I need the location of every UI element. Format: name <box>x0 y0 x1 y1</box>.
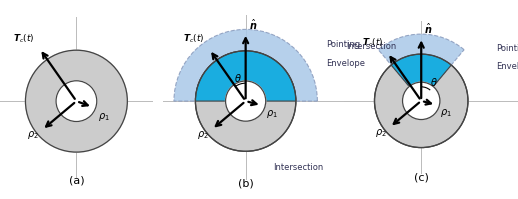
Circle shape <box>195 51 296 151</box>
Circle shape <box>402 82 440 120</box>
Text: $\hat{\boldsymbol{n}}$: $\hat{\boldsymbol{n}}$ <box>249 17 257 31</box>
Wedge shape <box>195 51 296 101</box>
Circle shape <box>375 54 468 148</box>
Circle shape <box>225 81 266 121</box>
Text: $\rho_2$: $\rho_2$ <box>376 127 387 139</box>
Circle shape <box>56 81 97 122</box>
Text: Envelope: Envelope <box>326 60 365 68</box>
Text: $\rho_2$: $\rho_2$ <box>197 129 209 141</box>
Wedge shape <box>391 54 451 87</box>
Text: $\rho_1$: $\rho_1$ <box>266 108 278 120</box>
Text: $\boldsymbol{T}_c(t)$: $\boldsymbol{T}_c(t)$ <box>362 36 383 49</box>
Text: Pointing: Pointing <box>326 40 360 50</box>
Circle shape <box>225 81 266 121</box>
Wedge shape <box>174 29 318 101</box>
Text: (c): (c) <box>414 173 429 183</box>
Text: $\rho_1$: $\rho_1$ <box>98 110 110 123</box>
Wedge shape <box>378 34 464 101</box>
Text: (b): (b) <box>238 179 253 189</box>
Text: $\rho_2$: $\rho_2$ <box>27 129 39 141</box>
Text: Envelope: Envelope <box>496 62 518 71</box>
Text: Intersection: Intersection <box>273 164 323 173</box>
Circle shape <box>25 50 127 152</box>
Text: $\boldsymbol{T}_c(t)$: $\boldsymbol{T}_c(t)$ <box>183 33 205 45</box>
Text: Pointing: Pointing <box>496 44 518 53</box>
Text: $\theta$: $\theta$ <box>235 72 242 84</box>
Text: (a): (a) <box>68 175 84 185</box>
Text: $\rho_1$: $\rho_1$ <box>440 107 452 119</box>
Text: Intersection: Intersection <box>346 42 396 51</box>
Text: $\boldsymbol{T}_c(t)$: $\boldsymbol{T}_c(t)$ <box>13 32 35 45</box>
Text: $\theta$: $\theta$ <box>430 76 438 88</box>
Text: $\hat{\boldsymbol{n}}$: $\hat{\boldsymbol{n}}$ <box>424 22 432 36</box>
Circle shape <box>402 82 440 120</box>
